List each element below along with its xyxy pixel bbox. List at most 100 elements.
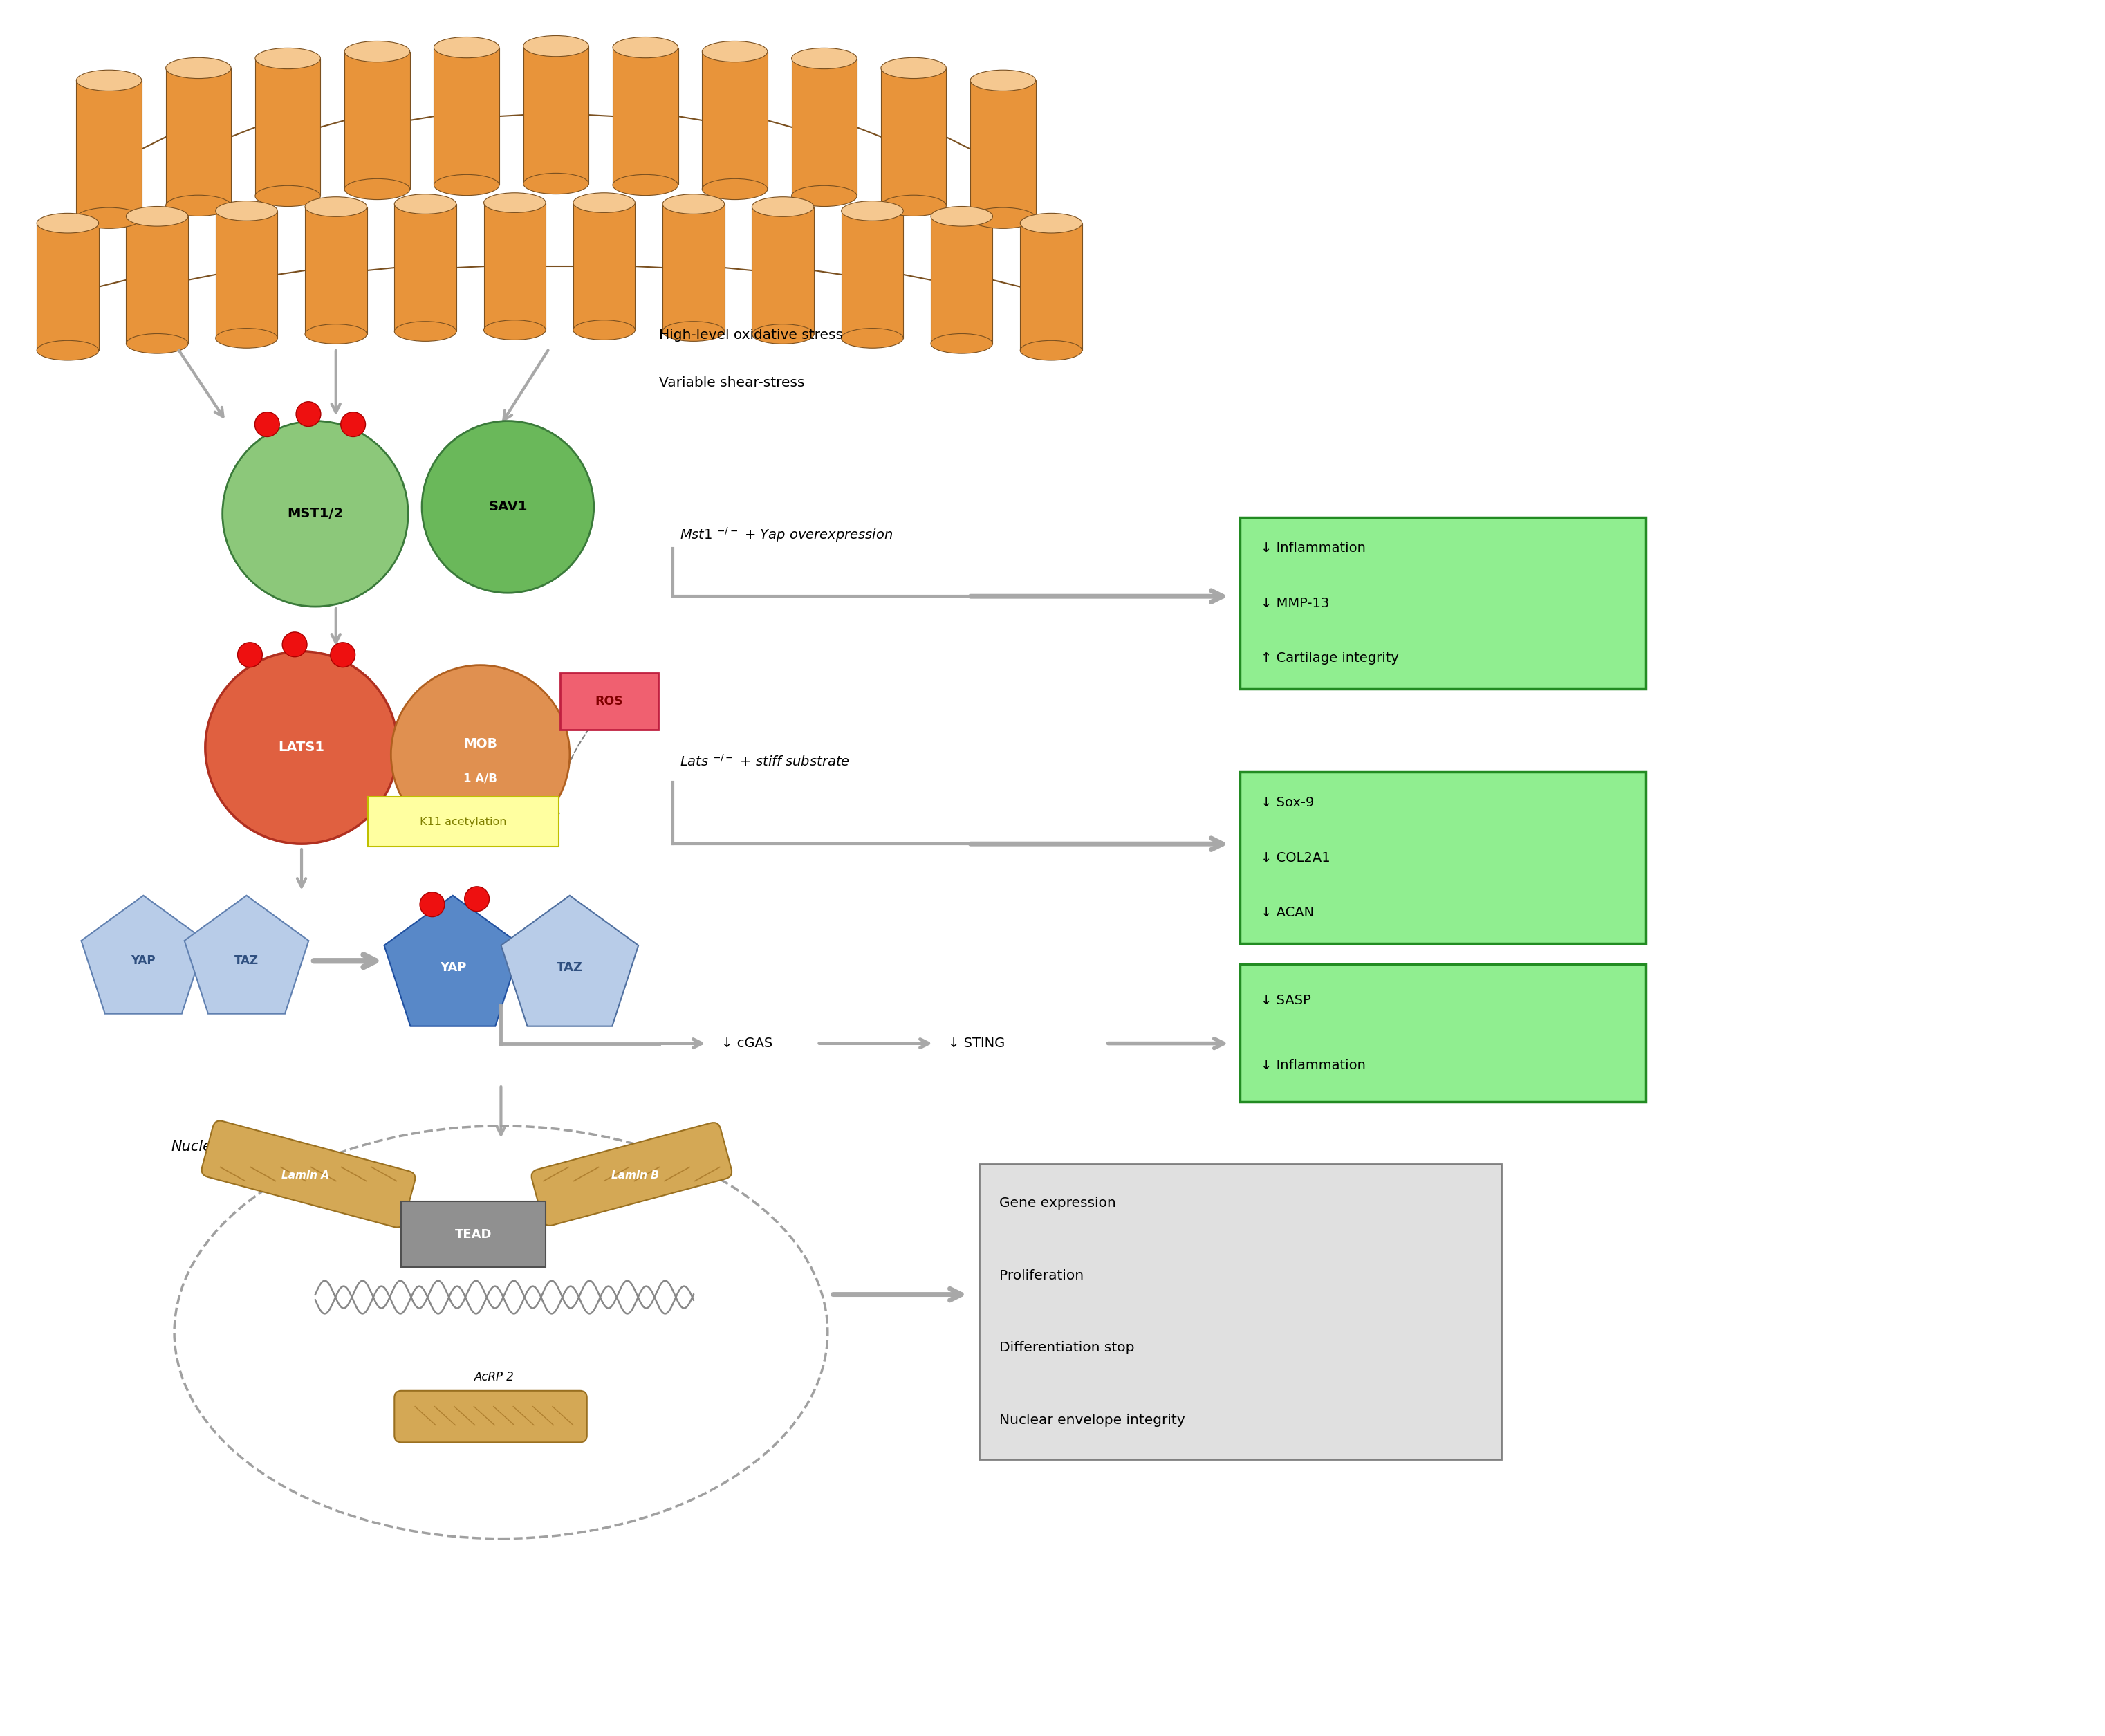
Ellipse shape bbox=[484, 319, 545, 340]
Text: Nucleus: Nucleus bbox=[171, 1139, 227, 1153]
Text: ↓ SASP: ↓ SASP bbox=[1261, 993, 1311, 1007]
FancyBboxPatch shape bbox=[524, 47, 589, 184]
Ellipse shape bbox=[663, 321, 724, 342]
Text: Proliferation: Proliferation bbox=[1000, 1269, 1084, 1283]
Ellipse shape bbox=[166, 194, 232, 215]
Ellipse shape bbox=[255, 49, 320, 69]
Text: ROS: ROS bbox=[596, 694, 623, 708]
FancyBboxPatch shape bbox=[255, 59, 320, 196]
Ellipse shape bbox=[434, 175, 499, 196]
Text: ↓ Inflammation: ↓ Inflammation bbox=[1261, 1059, 1366, 1073]
Ellipse shape bbox=[573, 193, 636, 212]
Text: Nuclear envelope integrity: Nuclear envelope integrity bbox=[1000, 1413, 1185, 1427]
Text: MOB: MOB bbox=[463, 738, 497, 750]
Ellipse shape bbox=[394, 194, 457, 214]
Circle shape bbox=[465, 887, 488, 911]
Ellipse shape bbox=[842, 328, 903, 347]
Ellipse shape bbox=[1021, 214, 1082, 233]
Text: $Mst1\ ^{-/-}$ + $Yap$ overexpression: $Mst1\ ^{-/-}$ + $Yap$ overexpression bbox=[680, 526, 893, 543]
Ellipse shape bbox=[255, 186, 320, 207]
Ellipse shape bbox=[36, 214, 99, 233]
Ellipse shape bbox=[970, 69, 1036, 90]
Text: Differentiation stop: Differentiation stop bbox=[1000, 1342, 1135, 1354]
FancyBboxPatch shape bbox=[1021, 224, 1082, 351]
Ellipse shape bbox=[970, 208, 1036, 229]
FancyBboxPatch shape bbox=[394, 1391, 587, 1443]
Ellipse shape bbox=[484, 193, 545, 212]
Ellipse shape bbox=[345, 179, 410, 200]
Polygon shape bbox=[383, 896, 522, 1026]
Text: Lamin B: Lamin B bbox=[610, 1170, 659, 1180]
Ellipse shape bbox=[126, 333, 187, 354]
Text: 1 A/B: 1 A/B bbox=[463, 773, 497, 785]
Text: $Lats\ ^{-/-}$ + stiff substrate: $Lats\ ^{-/-}$ + stiff substrate bbox=[680, 753, 850, 769]
Text: TAZ: TAZ bbox=[556, 962, 583, 974]
Circle shape bbox=[341, 411, 366, 437]
FancyBboxPatch shape bbox=[305, 207, 366, 333]
Text: YAP: YAP bbox=[131, 955, 156, 967]
FancyBboxPatch shape bbox=[663, 205, 724, 332]
Ellipse shape bbox=[751, 325, 815, 344]
Ellipse shape bbox=[791, 186, 857, 207]
FancyBboxPatch shape bbox=[202, 1121, 415, 1227]
Ellipse shape bbox=[36, 340, 99, 361]
FancyBboxPatch shape bbox=[703, 52, 768, 189]
Polygon shape bbox=[185, 896, 309, 1014]
Ellipse shape bbox=[434, 36, 499, 57]
FancyBboxPatch shape bbox=[484, 203, 545, 330]
FancyBboxPatch shape bbox=[530, 1123, 733, 1226]
Text: TEAD: TEAD bbox=[455, 1229, 493, 1241]
FancyBboxPatch shape bbox=[166, 68, 232, 205]
FancyBboxPatch shape bbox=[434, 47, 499, 186]
Ellipse shape bbox=[166, 57, 232, 78]
Text: ↓ MMP-13: ↓ MMP-13 bbox=[1261, 597, 1330, 609]
Text: LATS1: LATS1 bbox=[278, 741, 324, 753]
FancyBboxPatch shape bbox=[76, 80, 141, 219]
Ellipse shape bbox=[126, 207, 187, 226]
FancyBboxPatch shape bbox=[930, 217, 994, 344]
Circle shape bbox=[419, 892, 444, 917]
FancyBboxPatch shape bbox=[368, 797, 558, 847]
Text: ↓ Inflammation: ↓ Inflammation bbox=[1261, 542, 1366, 556]
FancyBboxPatch shape bbox=[345, 52, 410, 189]
Ellipse shape bbox=[215, 201, 278, 220]
FancyBboxPatch shape bbox=[979, 1163, 1501, 1460]
Circle shape bbox=[282, 632, 307, 656]
Text: SAV1: SAV1 bbox=[488, 500, 528, 514]
FancyBboxPatch shape bbox=[402, 1201, 545, 1267]
Ellipse shape bbox=[394, 321, 457, 342]
Text: Variable shear-stress: Variable shear-stress bbox=[659, 377, 804, 389]
Ellipse shape bbox=[842, 201, 903, 220]
Text: TAZ: TAZ bbox=[234, 955, 259, 967]
Ellipse shape bbox=[703, 42, 768, 62]
Text: ↓ Sox-9: ↓ Sox-9 bbox=[1261, 797, 1314, 809]
Ellipse shape bbox=[880, 194, 947, 215]
Ellipse shape bbox=[751, 196, 815, 217]
FancyBboxPatch shape bbox=[36, 224, 99, 351]
Text: High-level oxidative stress: High-level oxidative stress bbox=[659, 328, 844, 342]
FancyBboxPatch shape bbox=[880, 68, 947, 205]
FancyBboxPatch shape bbox=[842, 210, 903, 339]
FancyBboxPatch shape bbox=[394, 205, 457, 332]
Text: ↓ COL2A1: ↓ COL2A1 bbox=[1261, 851, 1330, 865]
Circle shape bbox=[255, 411, 280, 437]
Ellipse shape bbox=[880, 57, 947, 78]
Ellipse shape bbox=[930, 333, 994, 354]
FancyBboxPatch shape bbox=[1240, 773, 1646, 944]
Ellipse shape bbox=[76, 208, 141, 229]
Polygon shape bbox=[82, 896, 206, 1014]
Ellipse shape bbox=[791, 49, 857, 69]
Circle shape bbox=[421, 420, 594, 594]
Circle shape bbox=[238, 642, 263, 667]
FancyBboxPatch shape bbox=[126, 217, 187, 344]
Ellipse shape bbox=[930, 207, 994, 226]
Ellipse shape bbox=[703, 179, 768, 200]
FancyBboxPatch shape bbox=[1240, 517, 1646, 689]
FancyBboxPatch shape bbox=[1240, 963, 1646, 1102]
Ellipse shape bbox=[663, 194, 724, 214]
Ellipse shape bbox=[345, 42, 410, 62]
Text: ↓ STING: ↓ STING bbox=[947, 1036, 1004, 1050]
Circle shape bbox=[223, 420, 408, 606]
Ellipse shape bbox=[613, 36, 678, 57]
Ellipse shape bbox=[305, 196, 366, 217]
